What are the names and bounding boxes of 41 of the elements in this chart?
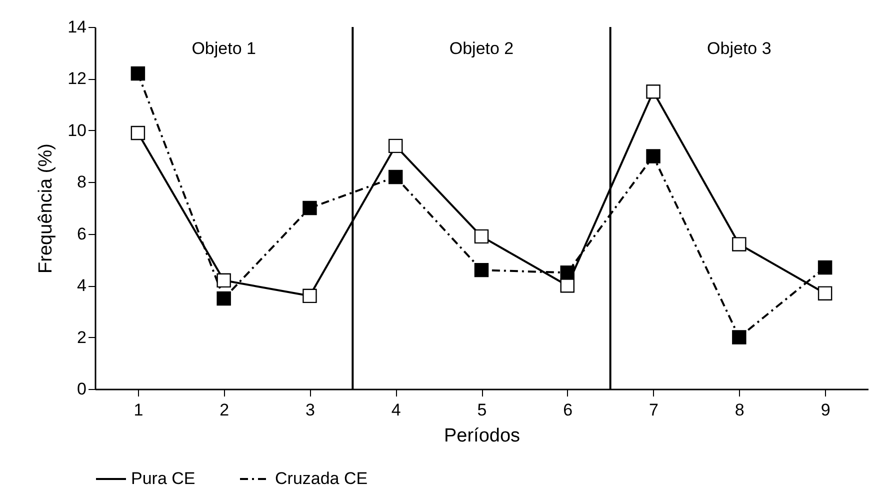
point xyxy=(216,291,231,306)
point xyxy=(388,170,403,184)
x-tick-label: 4 xyxy=(391,400,401,420)
point xyxy=(302,200,317,216)
annotation: Objeto 2 xyxy=(449,39,514,58)
point xyxy=(732,330,746,344)
y-tick-label: 0 xyxy=(77,380,86,398)
point xyxy=(560,266,575,280)
y-tick-label: 10 xyxy=(68,120,86,140)
point xyxy=(474,262,489,278)
point xyxy=(474,229,489,244)
point xyxy=(646,84,660,99)
y-tick-label: 6 xyxy=(77,224,86,244)
y-tick-label: 8 xyxy=(77,172,86,192)
annotation: Objeto 3 xyxy=(707,39,772,58)
annotation: Objeto 1 xyxy=(192,39,256,58)
legend-label: Cruzada CE xyxy=(275,469,368,488)
x-tick-label: 9 xyxy=(820,400,830,420)
y-tick-label: 14 xyxy=(68,18,86,36)
point xyxy=(130,66,146,81)
x-tick-label: 5 xyxy=(477,400,487,420)
legend-label: Pura CE xyxy=(131,469,196,488)
point xyxy=(818,260,832,275)
y-tick-label: 12 xyxy=(68,69,86,88)
point xyxy=(818,286,832,300)
x-tick-label: 7 xyxy=(649,400,659,420)
y-tick-label: 4 xyxy=(77,276,86,296)
x-tick-label: 8 xyxy=(734,400,744,420)
point xyxy=(216,273,231,288)
point xyxy=(732,237,746,252)
y-axis-title: Frequência (%) xyxy=(36,144,57,274)
x-tick-label: 6 xyxy=(563,400,573,420)
y-tick-label: 2 xyxy=(77,328,86,347)
x-axis-title: Períodos xyxy=(444,426,520,446)
point xyxy=(302,288,317,304)
point xyxy=(130,126,146,140)
point xyxy=(646,149,660,164)
x-tick-label: 2 xyxy=(220,400,230,420)
x-tick-label: 1 xyxy=(134,400,144,420)
point xyxy=(388,138,403,154)
x-tick-label: 3 xyxy=(305,400,315,420)
